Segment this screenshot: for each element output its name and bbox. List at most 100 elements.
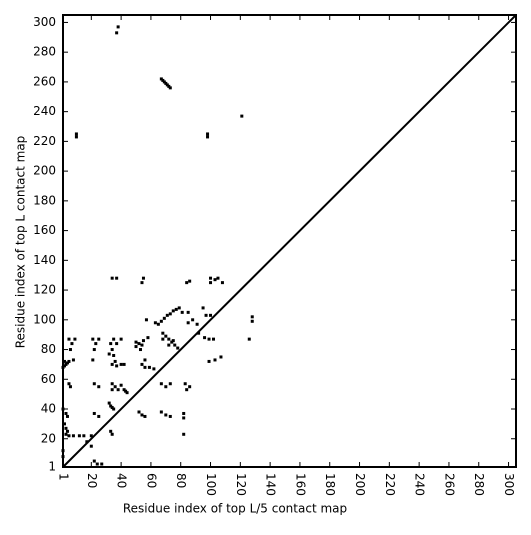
contact-point bbox=[110, 276, 114, 280]
x-tick-label: 40 bbox=[115, 473, 129, 488]
contact-point bbox=[182, 416, 186, 420]
contact-point bbox=[77, 434, 81, 438]
contact-point bbox=[143, 358, 147, 362]
contact-point bbox=[180, 310, 184, 314]
contact-point bbox=[188, 385, 192, 389]
y-tick-label: 20 bbox=[41, 431, 56, 445]
contact-point bbox=[161, 337, 165, 341]
contact-point bbox=[97, 337, 101, 341]
y-tick-label: 280 bbox=[33, 45, 56, 59]
contact-point bbox=[168, 86, 172, 90]
x-tick-label: 180 bbox=[323, 473, 337, 496]
contact-point bbox=[207, 359, 211, 363]
contact-point bbox=[91, 358, 95, 362]
contact-point bbox=[162, 316, 166, 320]
contact-point bbox=[137, 342, 141, 346]
contact-point bbox=[213, 278, 217, 282]
y-tick-label: 240 bbox=[33, 104, 56, 118]
contact-point bbox=[109, 342, 113, 346]
contact-point bbox=[203, 336, 207, 340]
x-tick-label: 220 bbox=[383, 473, 397, 496]
contact-point bbox=[177, 306, 181, 310]
contact-point bbox=[159, 410, 163, 414]
contact-point bbox=[71, 358, 75, 362]
y-tick-label: 160 bbox=[33, 223, 56, 237]
contact-point bbox=[85, 440, 89, 444]
x-tick-label: 120 bbox=[234, 473, 248, 496]
y-tick-label: 140 bbox=[33, 253, 56, 267]
contact-point bbox=[64, 411, 68, 415]
contact-point bbox=[146, 336, 150, 340]
contact-point bbox=[134, 345, 138, 349]
contact-point bbox=[92, 348, 96, 352]
contact-point bbox=[143, 414, 147, 418]
contact-point bbox=[100, 462, 104, 466]
contact-point bbox=[137, 410, 141, 414]
contact-point bbox=[95, 462, 99, 466]
contact-point bbox=[67, 382, 71, 386]
contact-point bbox=[168, 414, 172, 418]
y-tick-label: 220 bbox=[33, 134, 56, 148]
contact-point bbox=[115, 276, 119, 280]
contact-point bbox=[250, 319, 254, 323]
contact-point bbox=[112, 337, 116, 341]
contact-point bbox=[176, 346, 180, 350]
contact-point bbox=[115, 31, 119, 35]
contact-point bbox=[119, 337, 123, 341]
x-tick-label: 20 bbox=[85, 473, 99, 488]
y-tick-label: 200 bbox=[33, 164, 56, 178]
contact-point bbox=[92, 382, 96, 386]
x-tick-label: 240 bbox=[413, 473, 427, 496]
contact-point bbox=[112, 407, 116, 411]
contact-point bbox=[141, 339, 145, 343]
plot-frame bbox=[62, 14, 517, 468]
contact-point bbox=[167, 343, 171, 347]
contact-point bbox=[195, 322, 199, 326]
x-tick-label: 300 bbox=[502, 473, 516, 496]
contact-point bbox=[206, 132, 210, 136]
contact-point bbox=[74, 135, 78, 139]
contact-point bbox=[119, 362, 123, 366]
contact-point bbox=[62, 359, 66, 363]
y-tick-label: 1 bbox=[48, 460, 56, 474]
contact-point bbox=[183, 382, 187, 386]
contact-point bbox=[173, 343, 177, 347]
contact-point bbox=[164, 334, 168, 338]
contact-point bbox=[143, 365, 147, 369]
contact-point bbox=[171, 339, 175, 343]
contact-point bbox=[134, 340, 138, 344]
contact-point bbox=[65, 414, 69, 418]
contact-point bbox=[204, 313, 208, 317]
contact-point bbox=[65, 429, 69, 433]
contact-point bbox=[140, 362, 144, 366]
contact-point bbox=[206, 135, 210, 139]
contact-point bbox=[116, 388, 120, 392]
contact-point bbox=[140, 281, 144, 285]
contact-point bbox=[109, 429, 113, 433]
contact-point bbox=[159, 382, 163, 386]
contact-point bbox=[68, 348, 72, 352]
x-tick-label: 200 bbox=[353, 473, 367, 496]
contact-point bbox=[125, 391, 129, 395]
contact-point bbox=[147, 365, 151, 369]
contact-point bbox=[62, 422, 66, 426]
contact-point bbox=[209, 281, 213, 285]
contact-point bbox=[94, 342, 98, 346]
contact-point bbox=[185, 388, 189, 392]
contact-point bbox=[182, 432, 186, 436]
contact-point bbox=[115, 364, 119, 368]
contact-point bbox=[138, 348, 142, 352]
contact-point bbox=[73, 337, 77, 341]
contact-point bbox=[107, 401, 111, 405]
contact-point bbox=[164, 385, 168, 389]
contact-point bbox=[247, 337, 251, 341]
contact-point bbox=[110, 382, 114, 386]
y-tick-label: 60 bbox=[41, 372, 56, 386]
contact-point bbox=[64, 426, 68, 430]
contact-point bbox=[140, 413, 144, 417]
contact-point bbox=[97, 385, 101, 389]
contact-point bbox=[165, 313, 169, 317]
contact-point bbox=[119, 383, 123, 387]
x-tick-label: 60 bbox=[144, 473, 158, 488]
